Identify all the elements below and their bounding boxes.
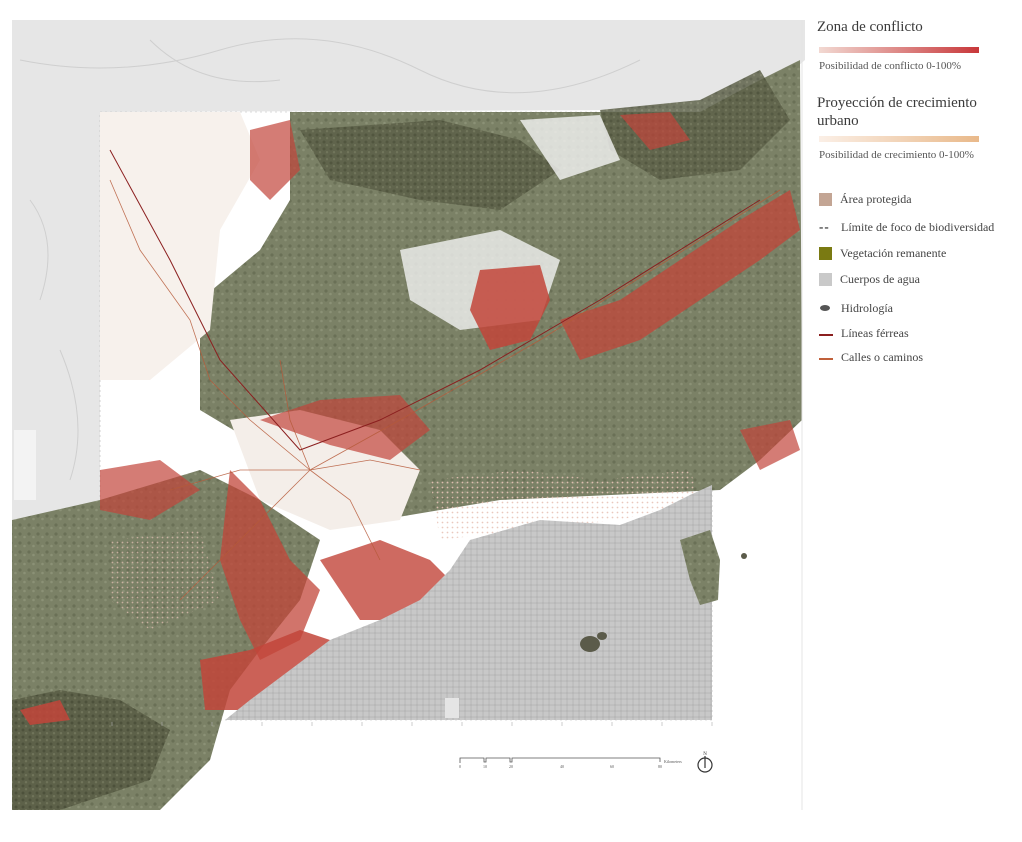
scale-bar: 0 10 20 40 60 80 Kilometers <box>459 757 682 769</box>
legend-item-hydrology: Hidrología <box>819 300 893 316</box>
growth-legend-title-line2: urbano <box>817 113 859 129</box>
railway-line-icon <box>819 326 833 341</box>
legend-item-water-bodies: Cuerpos de agua <box>819 271 920 287</box>
road-line-icon <box>819 350 833 365</box>
legend-item-biodiversity-boundary: -- Límite de foco de biodiversidad <box>819 219 994 235</box>
conflict-zones <box>20 112 800 725</box>
legend-item-label: Cuerpos de agua <box>840 271 920 286</box>
hydrology-blob-icon <box>819 301 833 316</box>
legend-item-label: Límite de foco de biodiversidad <box>841 219 995 234</box>
scale-unit-label: Kilometers <box>664 759 682 764</box>
scale-tick-label: 0 <box>459 764 461 769</box>
scale-tick-label: 40 <box>560 764 564 769</box>
legend-item-roads: Calles o caminos <box>819 349 923 365</box>
north-label: N <box>703 752 707 757</box>
conflict-gradient-bar <box>819 47 979 53</box>
scale-tick-label: 60 <box>610 764 614 769</box>
growth-legend-title-line1: Proyección de crecimiento <box>817 95 977 111</box>
north-arrow-icon: N <box>697 752 713 773</box>
conflict-legend-title: Zona de conflicto <box>817 19 923 35</box>
scale-tick-label: 20 <box>509 764 513 769</box>
water-swatch <box>819 272 832 286</box>
urban-area <box>100 112 260 380</box>
map-legend: Zona de conflicto Posibilidad de conflic… <box>805 0 1022 400</box>
protected-area-swatch <box>819 192 832 206</box>
dashed-line-icon: -- <box>819 219 830 234</box>
scale-tick-label: 10 <box>483 764 487 769</box>
grid-ticks <box>111 722 713 726</box>
legend-item-remnant-vegetation: Vegetación remanente <box>819 245 946 261</box>
terrain-basemap <box>12 20 805 520</box>
growth-legend-subtitle: Posibilidad de crecimiento 0-100% <box>819 149 974 161</box>
legend-item-protected-area: Área protegida <box>819 191 912 207</box>
legend-item-railways: Líneas férreas <box>819 325 909 341</box>
legend-item-label: Vegetación remanente <box>840 245 947 260</box>
road-network <box>109 179 781 601</box>
scale-tick-label: 80 <box>658 764 662 769</box>
legend-item-label: Hidrología <box>841 300 893 315</box>
railway-line <box>109 149 761 451</box>
conflict-legend-subtitle: Posibilidad de conflicto 0-100% <box>819 60 962 72</box>
legend-item-label: Líneas férreas <box>841 325 909 340</box>
vegetation-swatch <box>819 246 832 260</box>
growth-gradient-bar <box>819 136 979 142</box>
legend-item-label: Área protegida <box>840 191 912 206</box>
legend-item-label: Calles o caminos <box>841 349 923 364</box>
